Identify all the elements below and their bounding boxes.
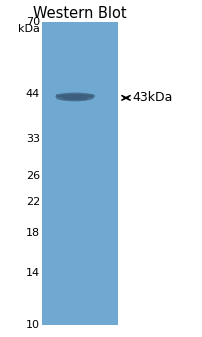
Ellipse shape xyxy=(55,94,95,99)
Ellipse shape xyxy=(56,94,94,101)
Text: 44: 44 xyxy=(26,89,40,99)
Text: Western Blot: Western Blot xyxy=(33,6,126,22)
Text: 10: 10 xyxy=(26,320,40,330)
Text: kDa: kDa xyxy=(18,24,40,34)
Ellipse shape xyxy=(55,94,96,97)
Text: 22: 22 xyxy=(26,197,40,207)
Text: 18: 18 xyxy=(26,228,40,239)
Text: 33: 33 xyxy=(26,134,40,144)
Ellipse shape xyxy=(61,96,88,100)
Ellipse shape xyxy=(57,97,91,101)
Text: 70: 70 xyxy=(26,17,40,27)
Text: 26: 26 xyxy=(26,171,40,181)
Bar xyxy=(42,22,117,325)
Text: 43kDa: 43kDa xyxy=(131,91,171,104)
Text: 14: 14 xyxy=(26,268,40,278)
